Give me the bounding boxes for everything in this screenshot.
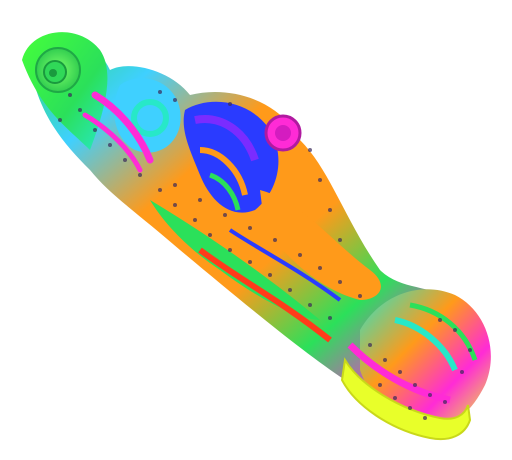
- surface-pitting: [58, 90, 472, 420]
- surface-pit: [223, 213, 227, 217]
- blue-streak: [228, 228, 342, 302]
- surface-pit: [460, 370, 464, 374]
- leaf-vein-1: [194, 115, 259, 162]
- surface-pit: [338, 238, 342, 242]
- surface-pit: [173, 98, 177, 102]
- surface-pit: [208, 233, 212, 237]
- surface-pit: [273, 238, 277, 242]
- magenta-band-2: [82, 112, 143, 173]
- surface-pit: [308, 148, 312, 152]
- foot-cyan-ridge: [394, 317, 458, 372]
- surface-pit: [108, 143, 112, 147]
- surface-pit: [318, 266, 322, 270]
- surface-pit: [428, 393, 432, 397]
- foot-magenta-band: [347, 342, 451, 404]
- surface-pit: [378, 383, 382, 387]
- foot-pad: [360, 289, 491, 426]
- surface-pit: [318, 178, 322, 182]
- surface-pit: [328, 208, 332, 212]
- surface-pit: [173, 203, 177, 207]
- surface-pit: [383, 358, 387, 362]
- surface-pit: [443, 400, 447, 404]
- scroll-spiral-core: [49, 69, 57, 77]
- red-streak: [198, 247, 332, 343]
- surface-pit: [393, 396, 397, 400]
- surface-pit: [308, 303, 312, 307]
- surface-pit: [78, 108, 82, 112]
- surface-pit: [228, 102, 232, 106]
- surface-pit: [358, 294, 362, 298]
- foot-green-ridge: [409, 302, 478, 361]
- surface-pit: [398, 370, 402, 374]
- surface-pit: [338, 280, 342, 284]
- surface-pit: [173, 183, 177, 187]
- surface-pit: [423, 416, 427, 420]
- surface-pit: [413, 383, 417, 387]
- surface-pit: [268, 273, 272, 277]
- surface-pit: [248, 226, 252, 230]
- surface-pit: [368, 343, 372, 347]
- surface-pit: [198, 198, 202, 202]
- surface-pit: [248, 260, 252, 264]
- surface-pit: [68, 93, 72, 97]
- surface-pit: [438, 318, 442, 322]
- surface-pit: [93, 128, 97, 132]
- surface-pit: [298, 253, 302, 257]
- surface-pit: [453, 328, 457, 332]
- surface-pit: [123, 158, 127, 162]
- mid-flank: [260, 190, 381, 300]
- leaf-vein-3: [209, 172, 241, 211]
- surface-pit: [158, 90, 162, 94]
- scroll-second-coil: [131, 99, 169, 137]
- lower-green-band: [150, 200, 320, 320]
- scroll-second: [114, 78, 181, 153]
- surface-pit: [193, 218, 197, 222]
- rosette-center: [275, 125, 291, 141]
- surface-pit: [58, 118, 62, 122]
- surface-pit: [138, 173, 142, 177]
- surface-pit: [408, 406, 412, 410]
- leaf-carving: [183, 101, 279, 213]
- foot-base-ring: [340, 357, 472, 440]
- magenta-band-1: [91, 91, 154, 164]
- surface-pit: [228, 248, 232, 252]
- surface-pit: [158, 188, 162, 192]
- surface-pit: [328, 316, 332, 320]
- leaf-vein-2: [199, 147, 248, 196]
- surface-pit: [468, 348, 472, 352]
- surface-pit: [288, 288, 292, 292]
